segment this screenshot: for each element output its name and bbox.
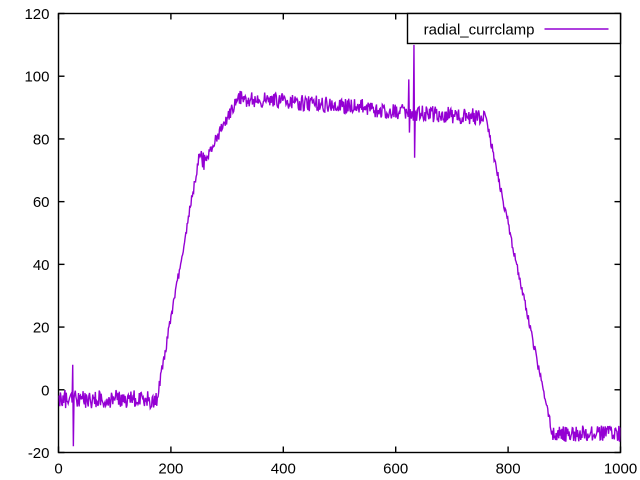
legend: radial_currclamp — [406, 12, 622, 45]
x-tick-label: 600 — [383, 461, 408, 478]
data-series-group — [58, 44, 621, 447]
y-tick-label: 120 — [24, 6, 49, 23]
series-line-radial-currclamp — [58, 44, 621, 447]
x-tick-label: 0 — [54, 461, 62, 478]
y-tick-label: 100 — [24, 69, 49, 86]
x-tick-label: 200 — [158, 461, 183, 478]
legend-entry-label: radial_currclamp — [424, 22, 535, 39]
y-axis-ticks — [58, 12, 621, 454]
x-axis-tick-labels: 0 200 400 600 800 1000 — [54, 461, 637, 478]
x-tick-label: 1000 — [604, 461, 637, 478]
plot-border — [57, 12, 622, 454]
x-tick-label: 400 — [271, 461, 296, 478]
x-tick-label: 800 — [496, 461, 521, 478]
y-tick-label: 40 — [33, 257, 50, 274]
y-tick-label: 80 — [33, 131, 50, 148]
y-tick-label: -20 — [28, 445, 50, 462]
y-tick-label: 0 — [41, 382, 49, 399]
y-axis-tick-labels: -20 0 20 40 60 80 100 120 — [24, 6, 49, 462]
y-tick-label: 20 — [33, 320, 50, 337]
y-tick-label: 60 — [33, 194, 50, 211]
